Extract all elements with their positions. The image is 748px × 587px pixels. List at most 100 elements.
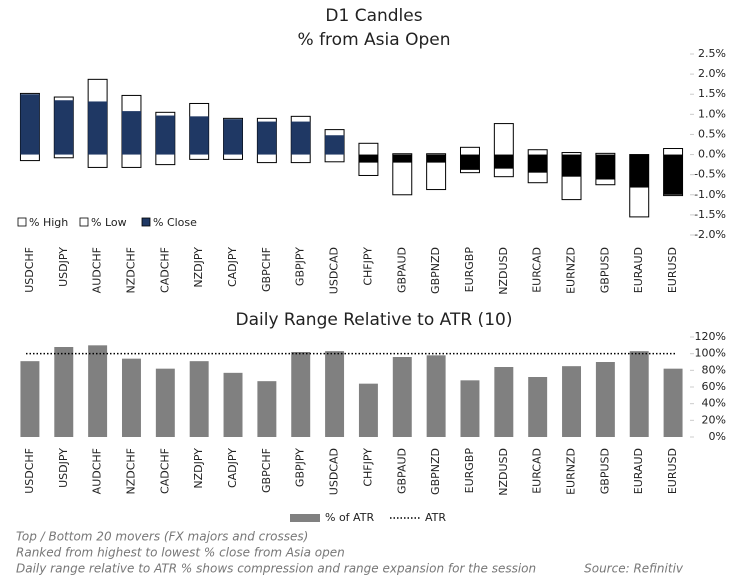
chart-title: Daily Range Relative to ATR (10) [236, 310, 513, 330]
x-tick-label: EURAUD [632, 448, 645, 494]
bar [20, 361, 40, 437]
x-tick-label: USDCHF [23, 448, 36, 494]
y-tick-label: 2.5% [698, 47, 726, 60]
candle-close [54, 100, 74, 155]
x-tick-label: NZDCHF [124, 448, 137, 495]
legend-label: % Close [153, 216, 197, 229]
x-tick-label: USDJPY [57, 247, 70, 287]
x-tick-label: NZDUSD [497, 448, 510, 496]
y-tick-label: 120% [695, 330, 726, 343]
candle-close [121, 111, 141, 155]
x-tick-label: GBPJPY [294, 448, 307, 487]
candle-close [20, 94, 40, 155]
legend-swatch [79, 217, 89, 227]
y-tick-label: 0.0% [698, 148, 726, 161]
bar [392, 357, 412, 437]
bar [358, 383, 378, 437]
legend-label: ATR [425, 511, 446, 524]
x-tick-label: EURNZD [565, 448, 578, 495]
x-tick-label: CADJPY [226, 448, 239, 488]
bar [291, 352, 311, 437]
bar [494, 367, 514, 437]
candle-close [88, 101, 108, 155]
candle-close [358, 154, 378, 163]
candle-range [426, 153, 447, 191]
y-tick-label: 0.5% [698, 127, 726, 140]
x-tick-label: EURAUD [632, 247, 645, 293]
legend-label: % Low [91, 216, 127, 229]
legend-swatch [141, 217, 151, 227]
chart-title: D1 Candles [325, 6, 422, 26]
candle-close [155, 115, 175, 155]
x-tick-label: CADJPY [226, 247, 239, 287]
note: Top / Bottom 20 movers (FX majors and cr… [16, 530, 308, 544]
y-tick-label: 1.5% [698, 87, 726, 100]
y-tick-label: -1.5% [694, 208, 726, 221]
x-tick-label: EURNZD [565, 247, 578, 294]
x-tick-label: EURCAD [531, 247, 544, 293]
candle-close [494, 154, 514, 169]
y-tick-label: 80% [702, 363, 726, 376]
chart-subtitle: % from Asia Open [298, 30, 451, 50]
source: Source: Refinitiv [584, 562, 684, 576]
bar [460, 380, 480, 437]
candle-close [392, 154, 412, 163]
x-tick-label: CHFJPY [361, 247, 374, 286]
bar [257, 381, 277, 437]
candle-range [392, 153, 413, 196]
y-tick-label: 100% [695, 347, 726, 360]
bar [88, 345, 108, 437]
bar [528, 377, 548, 437]
x-tick-label: NZDJPY [192, 247, 205, 288]
y-tick-label: -1.0% [694, 188, 726, 201]
candle-close [257, 121, 277, 155]
candle-close [663, 154, 683, 195]
bar [426, 355, 446, 437]
x-tick-label: NZDUSD [497, 247, 510, 295]
legend-swatch [17, 217, 27, 227]
y-tick-label: 1.0% [698, 107, 726, 120]
y-tick-label: -2.0% [694, 228, 726, 241]
candle-close [426, 154, 446, 163]
bar [629, 351, 649, 437]
y-tick-label: 60% [702, 380, 726, 393]
x-tick-label: GBPAUD [395, 448, 408, 494]
x-tick-label: USDCHF [23, 247, 36, 293]
x-tick-label: USDCAD [328, 247, 341, 294]
bar [155, 368, 175, 437]
candle-close [460, 154, 480, 170]
note: Daily range relative to ATR % shows comp… [16, 562, 536, 576]
candle-close [528, 154, 548, 173]
bar [54, 347, 74, 437]
y-tick-label: -0.5% [694, 168, 726, 181]
y-tick-label: 40% [702, 397, 726, 410]
x-tick-label: GBPNZD [429, 448, 442, 495]
x-tick-label: AUDCHF [91, 448, 104, 494]
candle-close [562, 154, 582, 177]
legend-label: % High [29, 216, 68, 229]
x-tick-label: EURUSD [666, 448, 679, 494]
candle-close [291, 121, 311, 155]
x-tick-label: GBPAUD [395, 247, 408, 293]
bar [121, 358, 141, 437]
bar [325, 351, 345, 437]
x-tick-label: GBPUSD [598, 448, 611, 494]
x-tick-label: GBPCHF [260, 448, 273, 493]
bar [663, 368, 683, 437]
bar [223, 372, 243, 437]
candle-close [629, 154, 649, 188]
x-tick-label: GBPUSD [598, 247, 611, 293]
x-tick-label: CADCHF [158, 247, 171, 293]
candle-range [493, 123, 514, 178]
candle-close [325, 135, 345, 155]
x-tick-label: GBPJPY [294, 247, 307, 286]
legend-swatch [290, 514, 320, 522]
candle-close [189, 116, 209, 155]
y-tick-label: 0% [709, 430, 726, 443]
x-tick-label: NZDCHF [124, 247, 137, 294]
x-tick-label: CHFJPY [361, 448, 374, 487]
note: Ranked from highest to lowest % close fr… [16, 546, 345, 560]
x-tick-label: USDCAD [328, 448, 341, 495]
x-tick-label: CADCHF [158, 448, 171, 494]
